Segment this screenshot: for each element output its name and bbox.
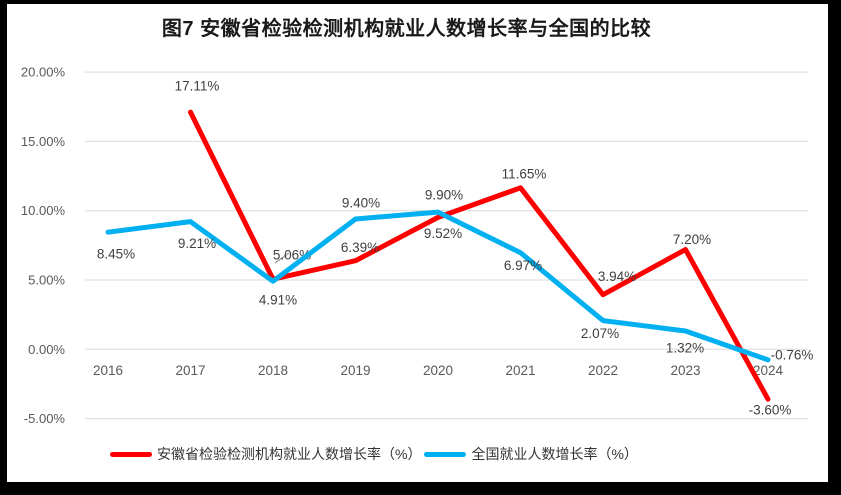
series-line: [188, 109, 771, 402]
legend-swatch-blue-line: [424, 451, 467, 457]
x-tick-label: 2023: [670, 363, 700, 378]
data-label: 2.07%: [581, 326, 619, 341]
legend-label-national: 全国就业人数增长率（%）: [471, 446, 638, 462]
x-tick-label: 2024: [753, 363, 784, 378]
data-label: 9.21%: [178, 236, 216, 251]
data-label: 9.40%: [342, 196, 380, 211]
y-tick-label: 0.00%: [28, 342, 65, 357]
x-tick-label: 2017: [175, 363, 205, 378]
x-tick-label: 2021: [505, 363, 535, 378]
x-tick-label: 2019: [340, 363, 370, 378]
x-tick-label: 2022: [588, 363, 618, 378]
legend-item-anhui: 安徽省检验检测机构就业人数增长率（%）: [110, 444, 421, 464]
data-label: 8.45%: [97, 247, 135, 262]
legend-label-anhui: 安徽省检验检测机构就业人数增长率（%）: [157, 446, 422, 462]
y-tick-label: -5.00%: [24, 411, 66, 426]
data-label: -3.60%: [749, 403, 792, 418]
data-label: 17.11%: [175, 79, 220, 94]
data-label: 4.91%: [259, 293, 297, 308]
legend-swatch-red-line: [110, 451, 152, 457]
series-line: [105, 209, 771, 363]
data-label: 9.52%: [424, 226, 462, 241]
data-label: 7.20%: [673, 232, 711, 247]
x-tick-label: 2018: [258, 363, 288, 378]
data-label: 3.94%: [598, 269, 636, 284]
data-label: 9.90%: [425, 188, 463, 203]
chart-canvas: 20.00% 15.00% 10.00% 5.00% 0.00% -5.00% 2016 20…: [21, 65, 814, 427]
x-tick-label: 2020: [423, 363, 453, 378]
legend-item-national: 全国就业人数增长率（%）: [424, 444, 638, 464]
y-tick-label: 5.00%: [28, 273, 65, 288]
chart-legend: 安徽省检验检测机构就业人数增长率（%） 全国就业人数增长率（%）: [110, 444, 641, 464]
chart-container: 图7 安徽省检验检测机构就业人数增长率与全国的比较 20.00% 15.00% 10…: [7, 4, 828, 482]
chart-title: 图7 安徽省检验检测机构就业人数增长率与全国的比较: [161, 18, 652, 40]
data-label: 11.65%: [502, 166, 547, 181]
x-tick-label: 2016: [93, 363, 123, 378]
y-tick-label: 15.00%: [21, 134, 66, 149]
data-label: 1.32%: [666, 341, 704, 356]
data-label: 6.39%: [341, 240, 379, 255]
data-label: -0.76%: [771, 347, 814, 362]
label-leader-line: [274, 252, 290, 264]
data-label: 6.97%: [504, 258, 542, 273]
y-tick-label: 20.00%: [21, 65, 66, 80]
y-tick-label: 10.00%: [21, 203, 66, 218]
